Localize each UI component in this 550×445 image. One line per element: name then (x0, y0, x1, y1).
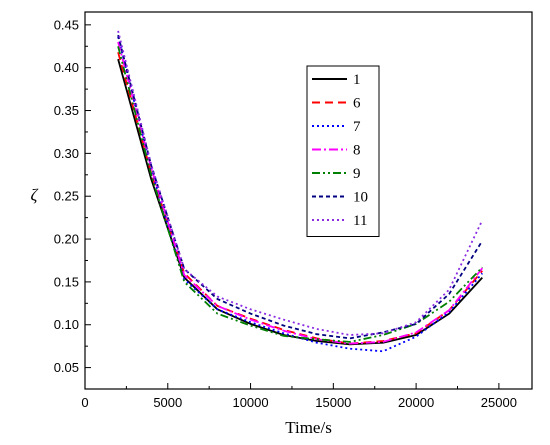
y-tick-label: 0.20 (54, 232, 79, 247)
x-tick-label: 15000 (315, 395, 351, 410)
y-tick-label: 0.10 (54, 317, 79, 332)
legend-label-11: 11 (353, 213, 367, 229)
x-tick-label: 5000 (153, 395, 182, 410)
y-tick-label: 0.15 (54, 274, 79, 289)
plot-frame (84, 11, 533, 390)
legend-label-1: 1 (353, 72, 361, 88)
x-tick-label: 10000 (232, 395, 268, 410)
y-tick-label: 0.25 (54, 189, 79, 204)
series-line-1 (117, 58, 483, 346)
y-tick-label: 0.35 (54, 103, 79, 118)
legend-label-9: 9 (353, 166, 361, 182)
series-line-9 (117, 46, 483, 343)
y-tick-label: 0.05 (54, 360, 79, 375)
y-axis-title: ζ (31, 186, 39, 205)
series-layer (117, 30, 484, 353)
legend-label-10: 10 (353, 190, 368, 206)
y-tick-label: 0.40 (54, 60, 79, 75)
x-tick-label: 0 (81, 395, 88, 410)
x-tick-label: 20000 (398, 395, 434, 410)
legend-label-6: 6 (353, 96, 361, 112)
y-axis: 0.05 0.10 0.15 0.20 0.25 0.30 0.35 0.40 0.45 (54, 17, 91, 375)
series-line-11 (117, 30, 484, 336)
y-tick-label: 0.30 (54, 146, 79, 161)
legend-box (306, 65, 380, 237)
series-line-6 (117, 52, 483, 345)
y-tick-label: 0.45 (54, 17, 79, 32)
series-line-7 (117, 36, 483, 353)
legend: 1 6 7 8 9 10 11 (306, 65, 380, 237)
legend-label-7: 7 (353, 119, 361, 135)
legend-label-8: 8 (353, 143, 361, 159)
x-axis-title: Time/s (285, 418, 332, 437)
x-axis: 0 5000 10000 15000 20000 25000 (81, 383, 517, 410)
series-line-10 (117, 34, 484, 340)
x-tick-label: 25000 (481, 395, 517, 410)
series-line-8 (117, 41, 484, 345)
